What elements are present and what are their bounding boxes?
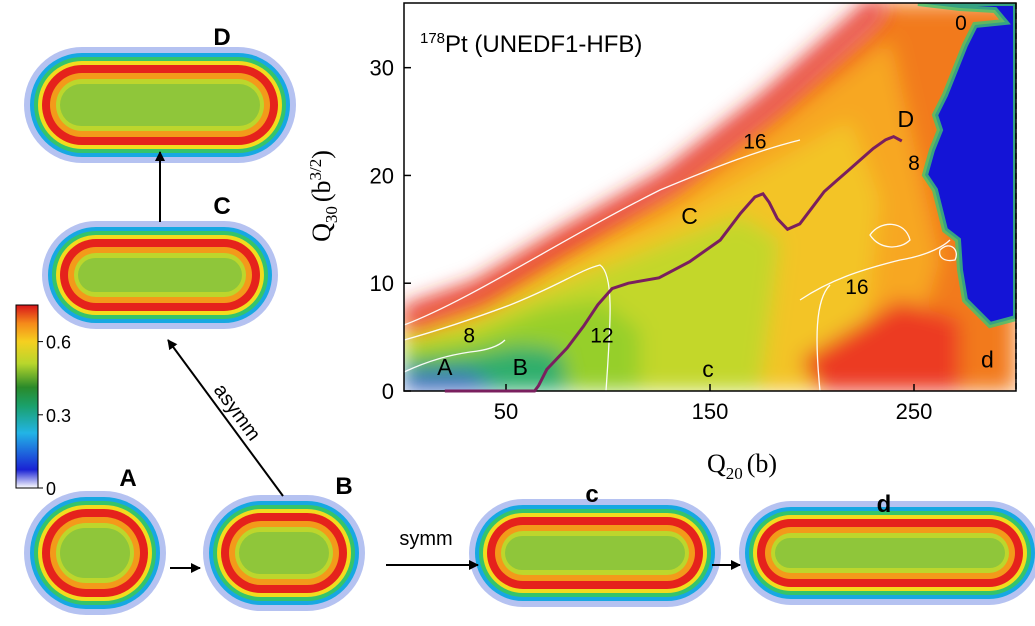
title-text: Pt (UNEDF1-HFB) <box>445 31 642 58</box>
y-axis-label-unit-sup: 3/2 <box>306 159 325 181</box>
y-tick-label: 30 <box>370 56 394 81</box>
y-axis-label-main: Q <box>307 223 336 242</box>
colorbar-tick-label: 0.6 <box>46 333 71 353</box>
y-tick-label: 10 <box>370 271 394 296</box>
density-label: D <box>213 24 230 51</box>
density-label: A <box>119 465 136 492</box>
colorbar-tick-label: 0 <box>46 479 56 499</box>
colorbar-tick-label: 0.3 <box>46 406 71 426</box>
density-shape-d: d <box>739 491 1035 605</box>
y-axis-label: Q30 (b3/2) <box>306 150 341 242</box>
density-shape-C: C <box>42 193 278 329</box>
point-label: A <box>437 354 453 380</box>
colorbar: 0 0.3 0.6 <box>15 304 71 499</box>
contour-label: 16 <box>743 131 766 154</box>
density-shape-B: B <box>203 473 365 611</box>
symm-label: symm <box>399 528 452 550</box>
x-tick-label: 250 <box>896 399 933 424</box>
fission-path-line <box>444 134 903 393</box>
point-labels: A B C Dc d <box>437 106 994 382</box>
density-label: c <box>585 481 598 508</box>
y-axis-label-unit: (b <box>307 180 336 202</box>
contour-labels: 8 12 16 16 8 0 <box>463 12 966 348</box>
y-axis-label-unit-end: ) <box>307 150 336 159</box>
contour-label: 8 <box>463 325 475 348</box>
point-label: B <box>513 354 528 380</box>
y-tick-label: 0 <box>382 379 394 404</box>
x-axis-label-sub: 20 <box>726 464 743 483</box>
pes-surface <box>404 3 1016 391</box>
colorbar-gradient <box>15 304 39 489</box>
y-ticks: 0 10 20 30 <box>370 56 411 404</box>
point-label: c <box>702 356 714 382</box>
x-axis-label: Q20 (b) <box>707 449 777 483</box>
chart-title: 178Pt (UNEDF1-HFB) <box>420 30 642 58</box>
asymm-label: asymm <box>209 380 265 445</box>
x-axis-label-main: Q <box>707 449 726 478</box>
pes-plot: 50 150 250 0 10 20 30 8 12 16 16 8 0 A B C Dc d 178Pt … <box>306 2 1017 483</box>
x-tick-label: 50 <box>494 399 518 424</box>
point-label: d <box>981 346 994 372</box>
density-shape-A: A <box>24 465 166 615</box>
x-tick-label: 150 <box>692 399 729 424</box>
x-axis-label-unit: (b) <box>747 449 777 478</box>
density-label: C <box>213 193 230 220</box>
y-axis-label-sub: 30 <box>322 206 341 223</box>
contour-label: 16 <box>845 276 868 299</box>
contour-label: 8 <box>908 152 920 175</box>
arrow-b-to-c <box>167 339 284 497</box>
title-mass-number: 178 <box>420 30 445 47</box>
density-label: B <box>335 473 352 500</box>
x-ticks: 50 150 250 <box>494 384 933 424</box>
contour-label: 12 <box>590 325 613 348</box>
point-label: C <box>681 203 698 229</box>
density-shape-D: D <box>24 24 296 163</box>
density-shape-c: c <box>469 481 721 607</box>
contour-label: 0 <box>955 12 967 35</box>
density-label: d <box>877 491 892 518</box>
colorbar-ticks: 0 0.3 0.6 <box>38 333 71 499</box>
y-tick-label: 20 <box>370 163 394 188</box>
point-label: D <box>898 106 915 132</box>
